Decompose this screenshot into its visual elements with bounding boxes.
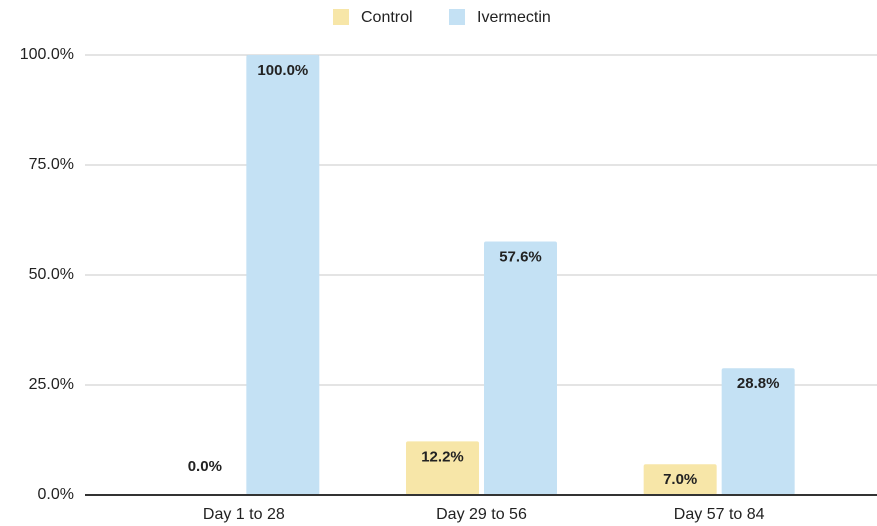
bar (721, 368, 795, 495)
y-tick-label: 100.0% (20, 46, 74, 63)
legend-swatch (449, 9, 465, 25)
legend-label: Control (361, 9, 413, 26)
data-label: 0.0% (188, 458, 222, 475)
y-tick-label: 50.0% (29, 266, 74, 283)
data-label: 28.8% (737, 375, 780, 392)
legend-swatch (333, 9, 349, 25)
y-tick-label: 75.0% (29, 156, 74, 173)
legend-label: Ivermectin (477, 9, 551, 26)
data-label: 7.0% (663, 471, 697, 488)
x-tick-label: Day 1 to 28 (203, 506, 285, 523)
bar (643, 464, 717, 495)
data-label: 12.2% (421, 448, 464, 465)
y-tick-label: 0.0% (38, 486, 74, 503)
x-tick-label: Day 57 to 84 (674, 506, 765, 523)
bar (406, 441, 479, 495)
bar (246, 55, 320, 495)
y-tick-label: 25.0% (29, 376, 74, 393)
x-tick-label: Day 29 to 56 (436, 506, 527, 523)
bar (484, 241, 557, 495)
data-label: 57.6% (499, 249, 542, 266)
data-label: 100.0% (257, 62, 308, 79)
